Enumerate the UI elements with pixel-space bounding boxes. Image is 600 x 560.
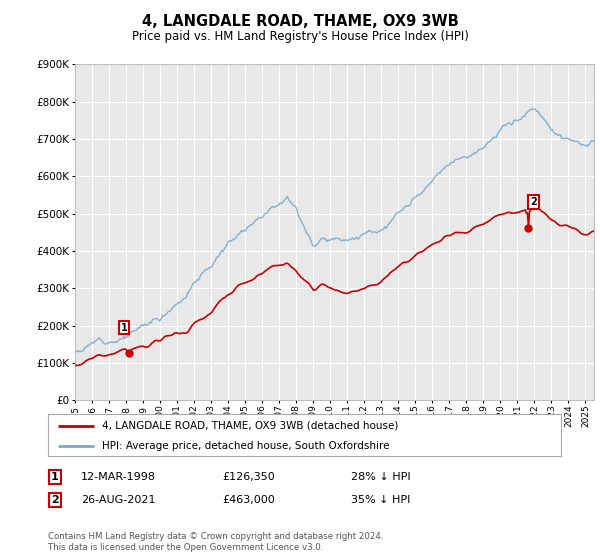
Text: This data is licensed under the Open Government Licence v3.0.: This data is licensed under the Open Gov… <box>48 543 323 552</box>
Text: 2: 2 <box>530 197 537 207</box>
Text: £126,350: £126,350 <box>222 472 275 482</box>
Text: 26-AUG-2021: 26-AUG-2021 <box>81 494 155 505</box>
Text: Price paid vs. HM Land Registry's House Price Index (HPI): Price paid vs. HM Land Registry's House … <box>131 30 469 43</box>
Text: 4, LANGDALE ROAD, THAME, OX9 3WB (detached house): 4, LANGDALE ROAD, THAME, OX9 3WB (detach… <box>102 421 398 431</box>
Text: 1: 1 <box>121 323 128 333</box>
Text: HPI: Average price, detached house, South Oxfordshire: HPI: Average price, detached house, Sout… <box>102 441 389 451</box>
Text: 2: 2 <box>51 494 59 505</box>
Text: 35% ↓ HPI: 35% ↓ HPI <box>351 494 410 505</box>
Text: 12-MAR-1998: 12-MAR-1998 <box>81 472 156 482</box>
Text: 28% ↓ HPI: 28% ↓ HPI <box>351 472 410 482</box>
Text: 4, LANGDALE ROAD, THAME, OX9 3WB: 4, LANGDALE ROAD, THAME, OX9 3WB <box>142 14 458 29</box>
Text: Contains HM Land Registry data © Crown copyright and database right 2024.: Contains HM Land Registry data © Crown c… <box>48 532 383 541</box>
Text: £463,000: £463,000 <box>222 494 275 505</box>
Text: 1: 1 <box>51 472 59 482</box>
